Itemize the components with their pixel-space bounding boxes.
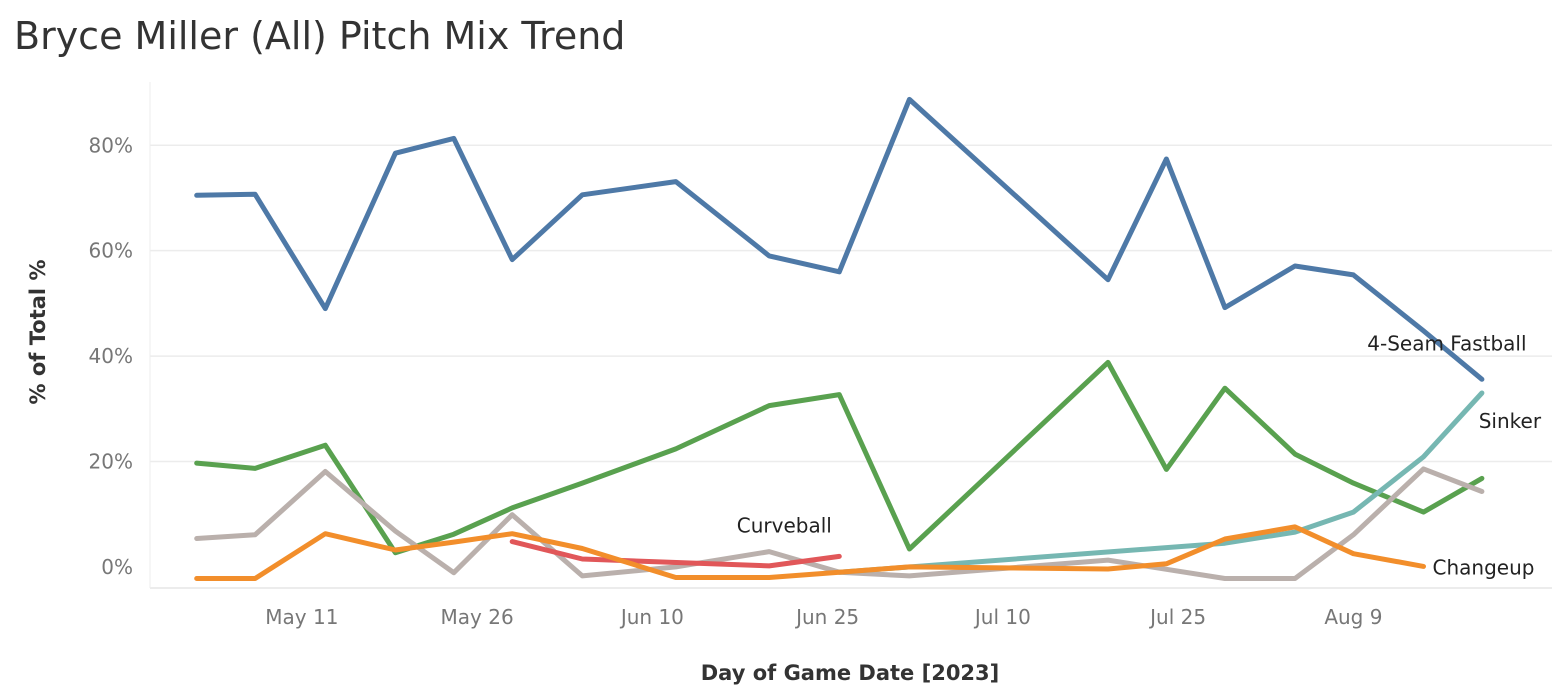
series-label-changeup: Changeup — [1433, 555, 1535, 579]
x-tick-label: Aug 9 — [1324, 605, 1382, 629]
y-tick-label: 40% — [89, 344, 133, 368]
x-tick-label: May 26 — [441, 605, 514, 629]
series-line-slider — [194, 359, 1485, 556]
gridlines — [150, 144, 1552, 463]
y-tick-label: 80% — [89, 133, 133, 157]
series-line-4-seam-fastball — [194, 96, 1485, 382]
x-tick-label: May 11 — [265, 605, 338, 629]
y-axis-ticks: 0% 20% 40% 60% 80% — [89, 133, 133, 579]
series-line-curveball — [509, 539, 842, 569]
x-axis-ticks: May 11 May 26 Jun 10 Jun 25 Jul 10 Jul 25 Aug … — [265, 605, 1382, 629]
series-lines — [194, 96, 1485, 581]
x-tick-label: Jul 25 — [1148, 605, 1206, 629]
series-labels: 4-Seam Fastball Curveball Sinker Changeup — [737, 331, 1542, 579]
y-tick-label: 20% — [89, 450, 133, 474]
series-label-sinker: Sinker — [1479, 409, 1542, 433]
y-tick-label: 0% — [101, 555, 133, 579]
x-tick-label: Jul 10 — [973, 605, 1031, 629]
x-tick-label: Jun 10 — [619, 605, 684, 629]
x-axis-title: Day of Game Date [2023] — [701, 661, 1000, 685]
y-tick-label: 60% — [89, 239, 133, 263]
chart-title: Bryce Miller (All) Pitch Mix Trend — [14, 14, 626, 58]
y-axis-title: % of Total % — [26, 260, 50, 405]
series-label-curveball: Curveball — [737, 513, 832, 537]
series-line-cutter — [194, 466, 1485, 581]
series-line-sinker — [836, 390, 1485, 575]
x-tick-label: Jun 25 — [794, 605, 859, 629]
series-line-changeup — [194, 524, 1426, 581]
series-label-4-seam-fastball: 4-Seam Fastball — [1367, 331, 1526, 355]
